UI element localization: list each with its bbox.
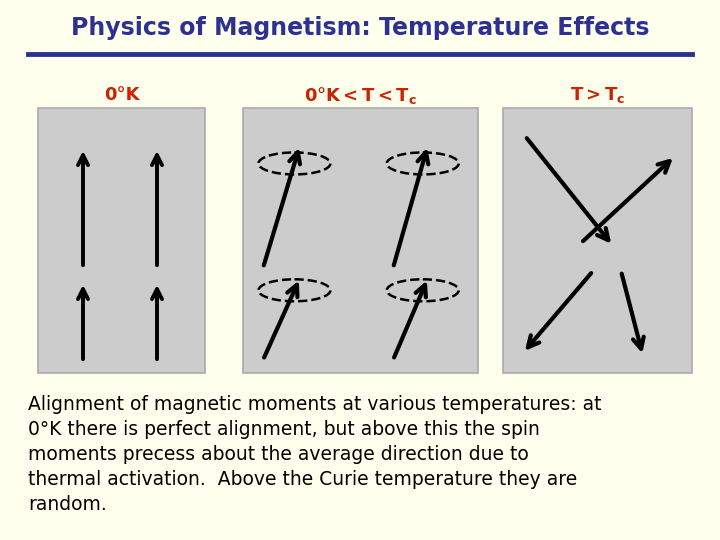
Bar [503, 108, 692, 373]
Text: 0°K: 0°K [104, 86, 139, 104]
Text: $\mathbf{T > T_c}$: $\mathbf{T > T_c}$ [570, 85, 625, 105]
Bar [243, 108, 478, 373]
Text: $\mathbf{0°K < T < T_c}$: $\mathbf{0°K < T < T_c}$ [304, 84, 417, 105]
Text: Alignment of magnetic moments at various temperatures: at
0°K there is perfect a: Alignment of magnetic moments at various… [28, 395, 601, 514]
Bar [38, 108, 205, 373]
Text: Physics of Magnetism: Temperature Effects: Physics of Magnetism: Temperature Effect… [71, 16, 649, 40]
